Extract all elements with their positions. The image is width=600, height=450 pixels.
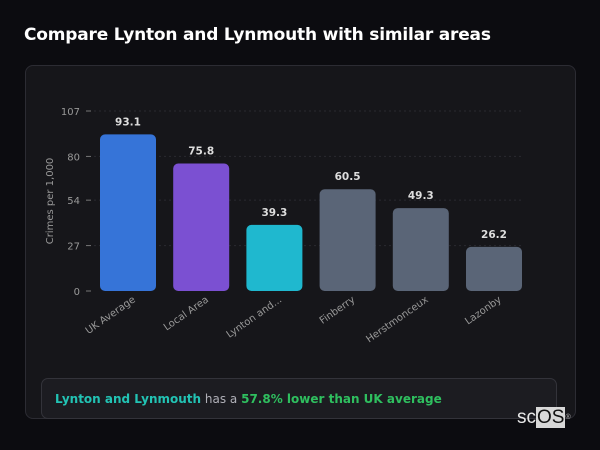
scos-logo: scOS® [517,407,571,428]
bar-value-label: 39.3 [261,207,287,219]
bar-1 [173,163,230,291]
summary-area: Lynton and Lynmouth [55,392,202,406]
x-tick-label: UK Average [84,294,138,336]
y-tick-label: 54 [67,196,80,207]
bar-4 [392,208,449,291]
bar-2 [246,224,303,291]
x-tick-label: Lazonby [463,294,504,327]
bar-value-label: 60.5 [335,171,361,183]
summary-middle: has a [201,392,242,406]
page-title: Compare Lynton and Lynmouth with similar… [24,25,491,45]
y-tick-label: 0 [74,287,80,298]
x-tick-label: Finberry [318,294,358,326]
bar-0 [100,134,156,291]
bar-value-label: 49.3 [408,190,434,202]
bar-3 [319,189,376,291]
y-tick-label: 80 [67,152,80,163]
y-tick-label: 107 [61,107,80,118]
y-axis-label: Crimes per 1,000 [45,158,56,245]
summary-box: Lynton and Lynmouth has a 57.8% lower th… [41,378,557,419]
x-tick-label: Lynton and... [225,294,284,340]
bar-value-label: 93.1 [115,116,141,128]
summary-comparison: 57.8% lower than UK average [241,392,442,406]
x-tick-label: Herstmonceux [364,294,430,345]
bar-5 [466,246,522,291]
y-tick-label: 27 [67,242,80,253]
bar-value-label: 75.8 [188,145,214,157]
bar-value-label: 26.2 [481,229,507,241]
x-tick-label: Local Area [162,294,211,333]
